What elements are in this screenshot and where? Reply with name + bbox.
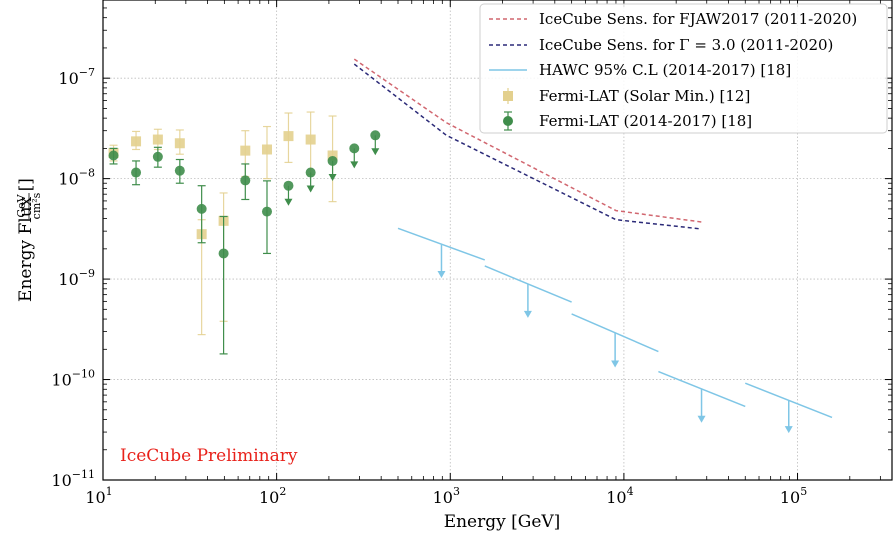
legend-box <box>479 3 888 134</box>
fermi-2014-point <box>196 203 207 214</box>
fermi-2014-point <box>305 167 316 178</box>
legend-label-fermi-2014: Fermi-LAT (2014-2017) [18] <box>539 112 752 130</box>
fermi-solar-point <box>174 138 185 149</box>
y-axis-unit-numerator: GeV <box>15 193 28 217</box>
legend-label-sens-fjaw: IceCube Sens. for FJAW2017 (2011-2020) <box>539 10 857 28</box>
fermi-2014-ul-head <box>371 148 380 156</box>
fermi-solar-point <box>240 145 251 156</box>
fermi-solar-point <box>283 131 294 142</box>
fermi-2014-point <box>174 165 185 176</box>
axis-ticks: 101 102 103 104 105 10−11 10−10 10−9 10−8 10−7 <box>51 0 892 507</box>
fermi-solar-point <box>261 144 272 155</box>
y-tick-label: 10−9 <box>58 267 95 289</box>
y-axis-unit-fraction: GeV cm²s <box>15 192 43 219</box>
legend: IceCube Sens. for FJAW2017 (2011-2020) I… <box>479 3 888 134</box>
fermi-solar-point <box>305 134 316 145</box>
y-axis-title: Energy Flux [] <box>16 178 36 302</box>
x-tick-label: 105 <box>780 485 807 507</box>
legend-label-fermi-solar: Fermi-LAT (Solar Min.) [12] <box>539 87 750 105</box>
y-axis-unit-denominator: cm²s <box>30 192 43 219</box>
fermi-2014-ul-head <box>350 161 359 169</box>
fermi-solar-point <box>131 136 142 147</box>
fermi-2014-point <box>240 175 251 186</box>
x-axis-title: Energy [GeV] <box>444 512 561 532</box>
fermi-solar-point <box>152 134 163 145</box>
fermi-2014-point <box>349 143 360 154</box>
x-tick-label: 103 <box>433 485 460 507</box>
hawc-arrow-head <box>697 415 706 423</box>
fermi-2014-ul-head <box>284 198 293 206</box>
hawc-segment <box>571 313 659 353</box>
fermi-2014-point <box>131 167 142 178</box>
y-tick-label: 10−11 <box>51 468 95 490</box>
fermi-2014-point <box>108 150 119 161</box>
legend-label-hawc: HAWC 95% C.L (2014-2017) [18] <box>539 61 791 79</box>
hawc-segment <box>484 265 572 303</box>
hawc-arrow-head <box>437 270 446 278</box>
fermi-2014-point <box>370 130 381 141</box>
hawc-arrow-head <box>523 310 532 318</box>
y-tick-label: 10−8 <box>58 167 95 189</box>
x-tick-label: 101 <box>85 485 112 507</box>
fermi-2014-point <box>218 248 229 259</box>
fermi-2014-ul-head <box>306 185 315 193</box>
hawc-arrow-head <box>784 426 793 434</box>
y-axis-title-prefix: Energy Flux [ <box>16 185 36 302</box>
fermi-2014-point <box>152 151 163 162</box>
svg-text:Energy Flux []: Energy Flux [] <box>16 178 36 302</box>
x-tick-label: 102 <box>259 485 286 507</box>
hawc-arrow-head <box>611 360 620 368</box>
legend-label-sens-gamma: IceCube Sens. for Γ = 3.0 (2011-2020) <box>539 36 833 54</box>
fermi-solar-point <box>327 150 338 161</box>
annotation-icecube-preliminary: IceCube Preliminary <box>120 446 298 466</box>
fermi-2014-point <box>283 180 294 191</box>
legend-solar-marker <box>503 91 513 101</box>
y-tick-label: 10−7 <box>58 66 95 88</box>
legend-swatch-fermi-solar <box>503 88 513 104</box>
hawc-segment <box>744 382 833 419</box>
fermi-2014-ul-head <box>328 173 337 181</box>
x-tick-label: 104 <box>606 485 633 507</box>
y-axis-title-suffix: ] <box>16 178 36 185</box>
sens-gamma-line <box>353 63 702 230</box>
legend-swatch-fermi-2014 <box>503 111 513 131</box>
sens-fjaw-line <box>353 58 702 223</box>
legend-fermi-marker <box>503 116 513 126</box>
plot-data <box>108 58 833 434</box>
y-tick-label: 10−10 <box>51 368 95 390</box>
fermi-2014-point <box>261 206 272 217</box>
hawc-segment <box>397 227 486 261</box>
plot-frame <box>102 0 893 481</box>
fermi-2014-point <box>327 155 338 166</box>
